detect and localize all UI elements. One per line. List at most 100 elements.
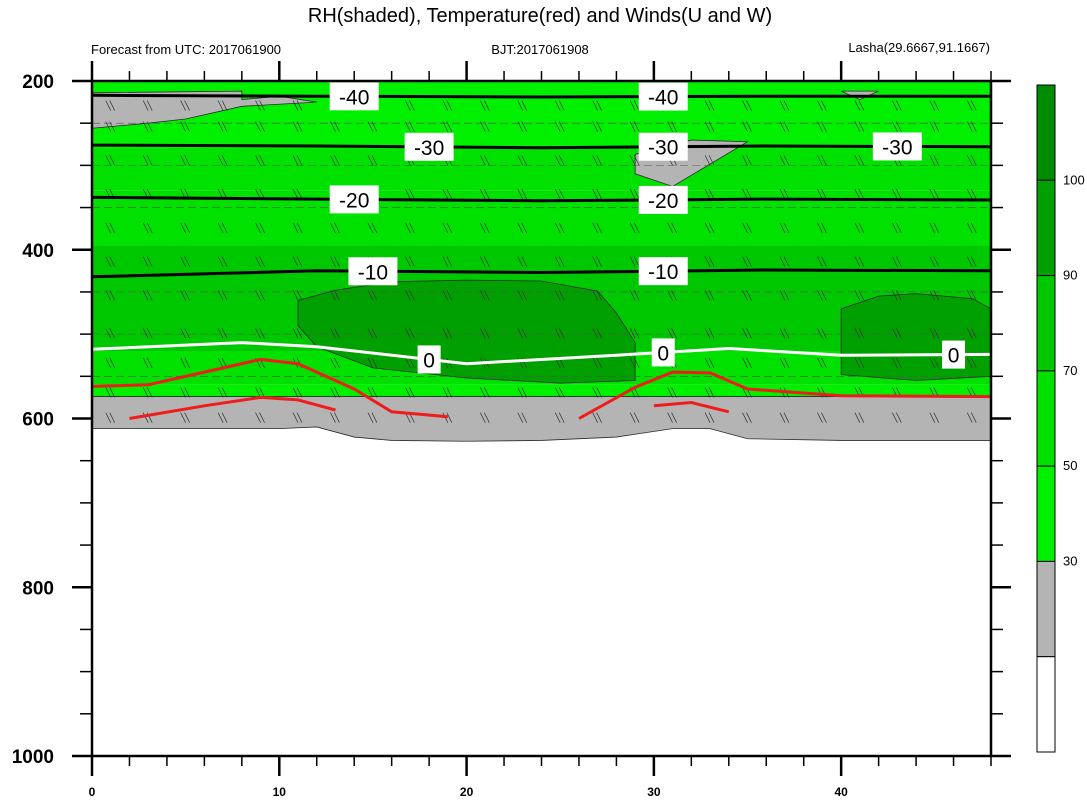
wind-barb: [479, 222, 490, 234]
wind-barb: [629, 100, 640, 111]
wind-barb: [667, 412, 677, 423]
contour-label-box: [638, 132, 688, 161]
wind-barb: [105, 412, 116, 423]
wind-barb: [592, 290, 603, 301]
wind-barb: [704, 155, 715, 166]
wind-barb: [779, 100, 790, 111]
wind-barb: [330, 290, 340, 301]
wind-barb: [367, 290, 378, 301]
wind-barb: [854, 256, 865, 267]
wind-barb: [817, 290, 827, 301]
contour-label--30: -30: [414, 137, 444, 160]
wind-barb: [255, 290, 265, 301]
red-temperature-contour: [578, 370, 991, 420]
wind-barb: [180, 290, 190, 301]
wind-barb: [704, 222, 715, 234]
x-tick-label: 10: [273, 785, 287, 799]
wind-barb: [779, 121, 790, 132]
wind-barb: [629, 328, 640, 339]
wind-barb: [554, 188, 565, 200]
wind-barb: [742, 256, 752, 267]
wind-barb: [892, 222, 902, 234]
wind-barb: [592, 121, 603, 132]
wind-barb: [929, 357, 940, 369]
wind-barb: [405, 188, 415, 200]
wind-barb: [142, 155, 153, 166]
wind-barb: [592, 412, 603, 423]
wind-barb: [105, 256, 116, 267]
wind-barb: [255, 155, 265, 166]
rh-band-upper-mid: [92, 148, 991, 191]
contour-label-box: [417, 345, 441, 374]
wind-barb: [105, 121, 116, 132]
wind-barb: [892, 328, 902, 339]
wind-barb: [554, 222, 565, 234]
wind-barb: [554, 290, 565, 301]
wind-barb: [592, 155, 603, 166]
y-tick-label: 200: [22, 72, 54, 93]
wind-barb: [180, 387, 190, 398]
wind-barb: [704, 357, 715, 369]
y-tick-label: 1000: [12, 747, 54, 768]
wind-barb: [479, 121, 490, 132]
wind-barb: [180, 412, 190, 423]
colorbar-cell: [1036, 179, 1056, 277]
wind-barb: [479, 155, 490, 166]
wind-barb: [704, 412, 715, 423]
wind-barb: [330, 222, 340, 234]
wind-barb: [105, 387, 116, 398]
wind-barb: [779, 412, 790, 423]
wind-barb: [442, 387, 453, 398]
wind-barb: [667, 121, 677, 132]
wind-barb: [180, 121, 190, 132]
wind-barb: [330, 256, 340, 267]
wind-barb: [629, 188, 640, 200]
wind-barb: [105, 222, 116, 234]
contour-label-box: [651, 338, 675, 367]
wind-barb: [554, 387, 565, 398]
wind-barb: [405, 387, 415, 398]
wind-barb: [217, 256, 228, 267]
temperature-contour-0: [92, 341, 991, 366]
wind-barb: [367, 155, 378, 166]
wind-barb: [517, 155, 528, 166]
wind-barb: [367, 412, 378, 423]
wind-barb: [742, 357, 752, 369]
wind-barb: [779, 256, 790, 267]
wind-barb: [479, 387, 490, 398]
wind-barb: [217, 100, 228, 111]
wind-barb: [105, 290, 116, 301]
red-temperature-contour: [129, 395, 336, 420]
temperature-contour--20: [92, 195, 991, 203]
contour-label-box: [942, 340, 966, 369]
forecast-subtitle: Forecast from UTC: 2017061900: [91, 42, 281, 57]
wind-barb: [442, 290, 453, 301]
contour-label-0: 0: [657, 342, 669, 365]
wind-barb: [592, 387, 603, 398]
colorbar-tick-label: 50: [1063, 458, 1077, 473]
wind-barb: [929, 188, 940, 200]
wind-barb: [817, 155, 827, 166]
station-subtitle: Lasha(29.6667,91.1667): [848, 40, 990, 55]
wind-barb: [742, 328, 752, 339]
wind-barb: [929, 256, 940, 267]
wind-barb: [255, 222, 265, 234]
wind-barb: [629, 256, 640, 267]
wind-barb: [105, 357, 116, 369]
wind-barb: [592, 222, 603, 234]
wind-barb: [217, 290, 228, 301]
wind-barb: [292, 412, 303, 423]
wind-barb: [629, 155, 640, 166]
wind-barb: [929, 290, 940, 301]
wind-barb: [892, 256, 902, 267]
rh-region-dark-green-core: [297, 279, 636, 384]
wind-barb: [255, 328, 265, 339]
temperature-contour--40: [92, 93, 991, 99]
wind-barb: [217, 222, 228, 234]
wind-barb: [517, 412, 528, 423]
contour-label--40: -40: [648, 87, 678, 110]
red-temperature-contour: [653, 400, 730, 414]
wind-barb: [742, 155, 752, 166]
wind-barb: [517, 100, 528, 111]
wind-barb: [292, 100, 303, 111]
